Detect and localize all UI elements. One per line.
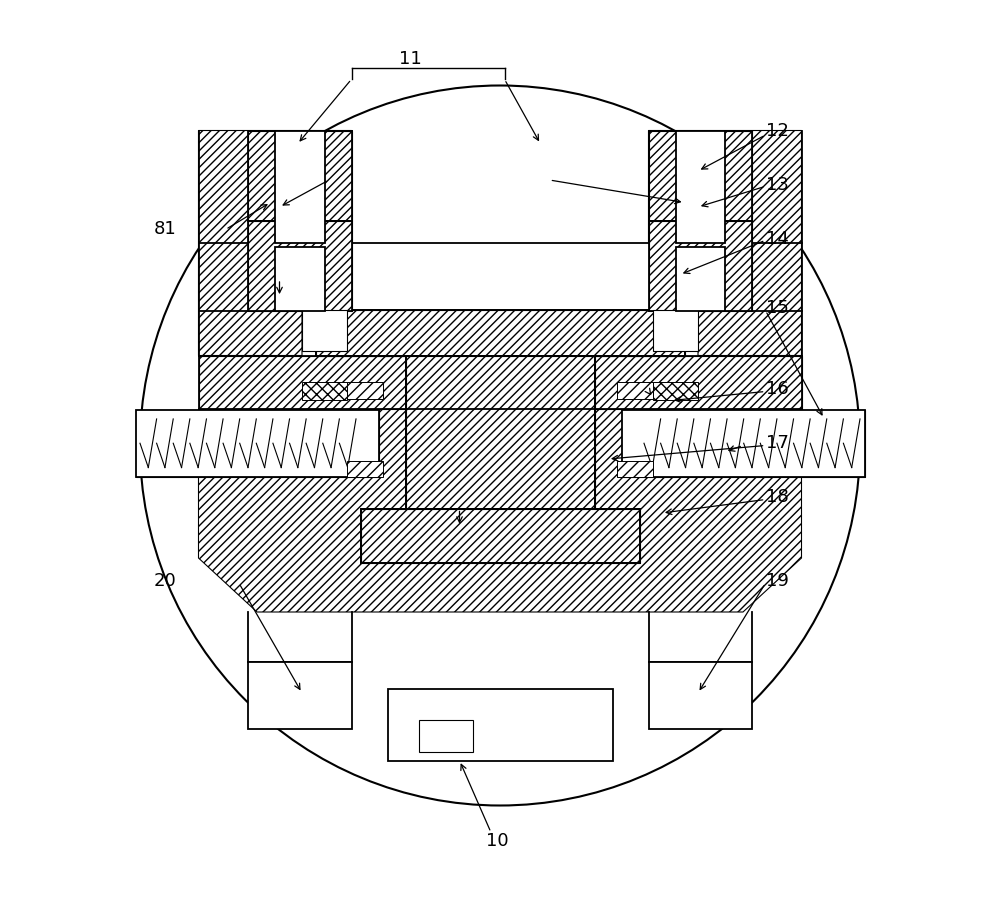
Bar	[302, 310, 347, 351]
Text: 81: 81	[154, 220, 176, 238]
Bar	[648, 220, 752, 310]
Text: 14: 14	[766, 230, 788, 248]
Bar	[347, 461, 383, 477]
Bar	[648, 220, 752, 310]
Bar	[676, 130, 725, 243]
Text: 20: 20	[154, 572, 176, 590]
Bar	[648, 662, 752, 729]
Bar	[316, 310, 684, 356]
Text: 10: 10	[486, 832, 508, 850]
Bar	[622, 410, 864, 477]
Bar	[248, 220, 352, 310]
Bar	[617, 382, 653, 399]
Bar	[347, 382, 383, 399]
Bar	[406, 356, 594, 508]
Text: 18: 18	[766, 488, 788, 506]
Bar	[275, 130, 324, 243]
Bar	[648, 130, 752, 220]
Bar	[248, 130, 352, 220]
Bar	[406, 356, 594, 508]
Bar	[388, 688, 612, 760]
Bar	[248, 662, 352, 729]
Bar	[136, 410, 378, 477]
Bar	[316, 310, 684, 356]
Text: 19: 19	[766, 572, 788, 590]
Bar	[248, 130, 352, 220]
Text: 16: 16	[766, 380, 788, 398]
Bar	[622, 410, 864, 477]
Text: 15: 15	[766, 299, 788, 317]
Bar	[617, 461, 653, 477]
Bar	[676, 248, 725, 310]
Polygon shape	[198, 130, 352, 356]
Bar	[653, 382, 698, 400]
Text: 17: 17	[766, 434, 788, 452]
Bar	[648, 130, 752, 220]
Polygon shape	[648, 130, 802, 356]
Text: 13: 13	[766, 176, 788, 194]
Text: 12: 12	[766, 122, 788, 140]
Bar	[248, 220, 352, 310]
Bar	[360, 508, 640, 562]
Bar	[406, 356, 594, 508]
Bar	[419, 720, 473, 751]
Bar	[653, 310, 698, 351]
Bar	[136, 410, 378, 477]
Bar	[360, 508, 640, 562]
Bar	[360, 508, 640, 562]
Text: 11: 11	[399, 50, 421, 68]
Bar	[198, 356, 802, 410]
Bar	[275, 248, 324, 310]
Polygon shape	[198, 410, 802, 612]
Bar	[302, 382, 347, 400]
Bar	[316, 310, 684, 356]
